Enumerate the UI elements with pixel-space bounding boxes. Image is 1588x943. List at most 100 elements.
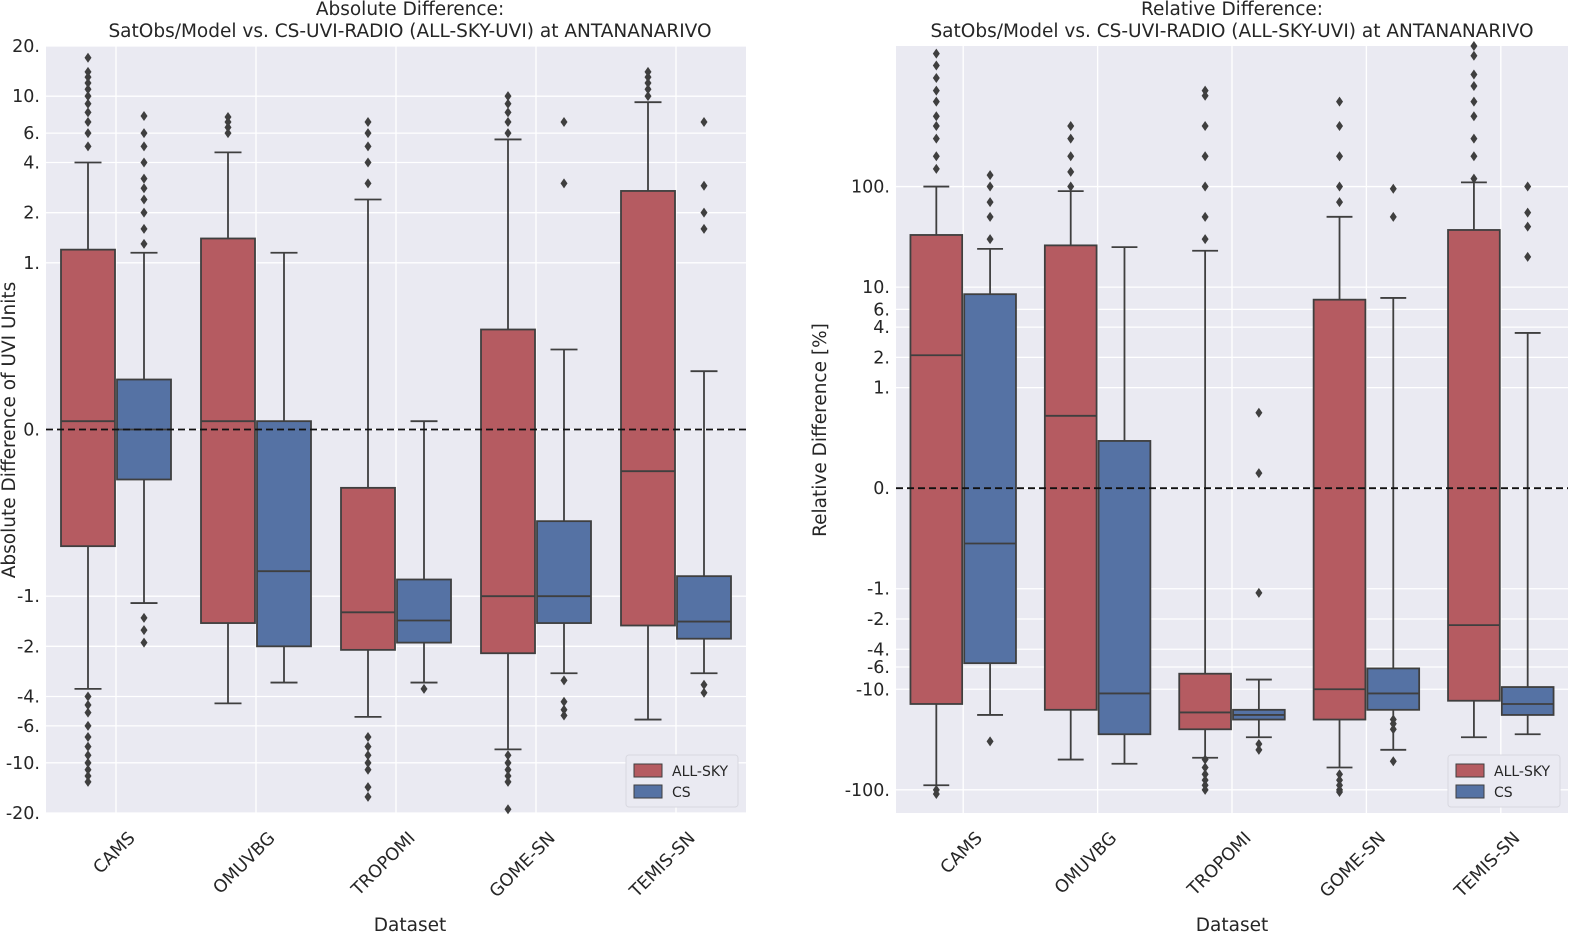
outlier-point	[932, 85, 940, 96]
outlier-point	[84, 720, 92, 731]
rel-x-tick-label: OMUVBG	[1051, 828, 1121, 898]
abs-y-tick-label: 6.	[23, 124, 40, 144]
outlier-point	[644, 72, 652, 83]
legend-label-all-sky: ALL-SKY	[672, 764, 729, 780]
legend-label-cs: CS	[672, 785, 691, 801]
outlier-point	[84, 691, 92, 702]
legend-swatch-all-sky	[633, 763, 663, 778]
abs-y-tick-label: 10.	[12, 87, 40, 107]
outlier-point	[84, 66, 92, 77]
outlier-point	[84, 84, 92, 95]
outlier-point	[1470, 151, 1478, 162]
outlier-point	[986, 181, 994, 192]
outlier-point	[986, 234, 994, 245]
outlier-point	[84, 764, 92, 775]
rel-y-tick-label: 6.	[873, 300, 890, 320]
outlier-point	[644, 66, 652, 77]
outlier-point	[140, 173, 148, 184]
rel-y-tick-label: -10.	[856, 680, 890, 700]
rel-box-all-sky-cams	[909, 48, 964, 799]
outlier-point	[700, 687, 708, 698]
rel-box-cs-temis-sn	[1500, 181, 1555, 736]
outlier-point	[1255, 744, 1263, 755]
iqr-box	[620, 190, 676, 627]
outlier-point	[1336, 181, 1344, 192]
abs-y-tick-label: -1.	[17, 587, 40, 607]
rel-y-tick-label: 2.	[873, 348, 890, 368]
iqr-box	[1447, 229, 1501, 702]
outlier-point	[1255, 587, 1263, 598]
abs-x-axis-label: Dataset	[374, 915, 446, 936]
abs-y-tick-label: 0.	[23, 421, 40, 441]
outlier-point	[84, 776, 92, 787]
outlier-point	[986, 170, 994, 181]
rel-y-tick-label: -4.	[867, 640, 890, 660]
rel-y-tick-label: -1.	[867, 580, 890, 600]
outlier-point	[84, 128, 92, 139]
outlier-point	[1067, 121, 1075, 132]
iqr-box	[396, 578, 452, 644]
abs-y-tick-label: -2.	[17, 637, 40, 657]
outlier-point	[1524, 221, 1532, 232]
outlier-point	[504, 776, 512, 787]
outlier-point	[932, 163, 940, 174]
outlier-point	[932, 48, 940, 59]
iqr-box	[909, 234, 964, 705]
outlier-point	[1201, 181, 1209, 192]
rel-box-cs-cams	[963, 170, 1017, 747]
rel-box-all-sky-tropomi	[1178, 85, 1232, 795]
outlier-point	[560, 178, 568, 189]
outlier-point	[140, 194, 148, 205]
outlier-point	[504, 91, 512, 102]
rel-y-tick-label: 0.	[873, 479, 890, 499]
outlier-point	[504, 107, 512, 118]
outlier-point	[644, 91, 652, 102]
outlier-point	[364, 157, 372, 168]
rel-y-tick-label: 4.	[873, 318, 890, 338]
outlier-point	[932, 73, 940, 84]
outlier-point	[504, 98, 512, 109]
outlier-point	[224, 111, 232, 122]
outlier-point	[1201, 775, 1209, 786]
outlier-point	[932, 788, 940, 799]
iqr-box	[256, 420, 312, 648]
rel-y-tick-label: 10.	[862, 278, 890, 298]
outlier-point	[1067, 181, 1075, 192]
outlier-point	[504, 116, 512, 127]
outlier-point	[1255, 738, 1263, 749]
outlier-point	[1336, 121, 1344, 132]
abs-box-cs-gome-sn	[536, 116, 592, 721]
abs-title-line1: Absolute Difference:	[316, 0, 504, 20]
outlier-point	[504, 750, 512, 761]
outlier-point	[1201, 769, 1209, 780]
outlier-point	[1336, 151, 1344, 162]
outlier-point	[1201, 85, 1209, 96]
outlier-point	[1389, 211, 1397, 222]
rel-y-tick-label: -6.	[867, 658, 890, 678]
outlier-point	[84, 77, 92, 88]
rel-box-all-sky-gome-sn	[1312, 96, 1367, 797]
outlier-point	[84, 52, 92, 63]
outlier-point	[364, 791, 372, 802]
rel-x-axis-label: Dataset	[1196, 915, 1268, 936]
outlier-point	[560, 710, 568, 721]
outlier-point	[932, 121, 940, 132]
outlier-point	[1470, 41, 1478, 51]
outlier-point	[140, 141, 148, 152]
outlier-point	[84, 700, 92, 711]
outlier-point	[84, 757, 92, 768]
iqr-box	[1312, 298, 1367, 721]
outlier-point	[560, 116, 568, 127]
outlier-point	[1470, 50, 1478, 61]
outlier-point	[140, 625, 148, 636]
abs-y-tick-label: 1.	[23, 254, 40, 274]
abs-y-tick-label: -4.	[17, 688, 40, 708]
outlier-point	[1201, 762, 1209, 773]
iqr-box	[1366, 667, 1421, 711]
outlier-point	[1470, 173, 1478, 184]
outlier-point	[364, 141, 372, 152]
abs-box-cs-omuvbg	[256, 251, 312, 684]
outlier-point	[1336, 769, 1344, 780]
legend-swatch-cs	[1455, 784, 1485, 799]
